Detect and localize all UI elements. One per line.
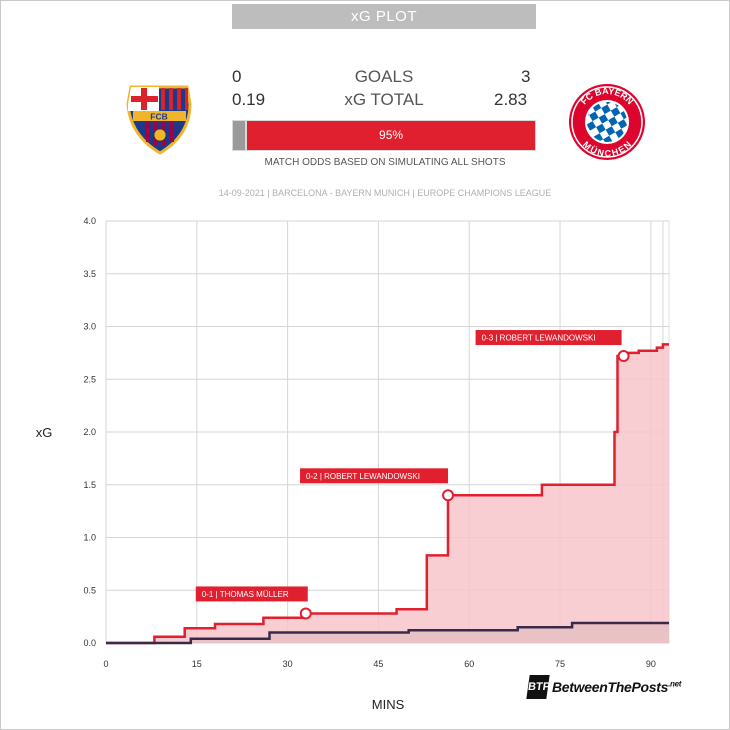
goal-marker	[299, 607, 312, 620]
home-odds-segment	[233, 121, 246, 150]
chart-title: xG PLOT	[232, 4, 536, 29]
away-xg: 2.83	[494, 90, 528, 109]
y-tick-label: 1.5	[83, 480, 96, 490]
y-tick-label: 1.0	[83, 533, 96, 543]
match-info: 14-09-2021 | BARCELONA - BAYERN MUNICH |…	[218, 188, 552, 198]
y-axis-label: xG	[36, 425, 53, 440]
x-tick-label: 0	[103, 659, 108, 669]
x-tick-label: 60	[464, 659, 474, 669]
y-tick-label: 2.0	[83, 427, 96, 437]
y-tick-label: 3.0	[83, 322, 96, 332]
home-xg-line	[106, 621, 669, 645]
x-tick-label: 15	[192, 659, 202, 669]
x-tick-label: 45	[373, 659, 383, 669]
away-xg-area	[106, 344, 669, 643]
y-tick-label: 0.5	[83, 585, 96, 595]
barcelona-crest-icon: FCB	[126, 85, 192, 155]
y-tick-label: 0.0	[83, 638, 96, 648]
brand-icon: BTP	[526, 675, 551, 699]
x-tick-label: 75	[555, 659, 565, 669]
home-goals: 0	[232, 67, 242, 86]
odds-note: MATCH ODDS BASED ON SIMULATING ALL SHOTS	[264, 157, 506, 168]
brand-logo: BTP BetweenThePosts.net	[526, 675, 682, 705]
x-axis-label: MINS	[372, 697, 405, 712]
away-xg-line	[106, 343, 669, 645]
x-tick-label: 90	[646, 659, 656, 669]
y-tick-label: 3.5	[83, 269, 96, 279]
goals-label: GOALS	[354, 67, 414, 86]
away-goals: 3	[521, 67, 531, 86]
barcelona-crest-text: FCB	[150, 112, 167, 122]
goal-annotation-label: 0-3 | ROBERT LEWANDOWSKI	[482, 334, 596, 343]
goal-annotation-box	[195, 586, 308, 602]
goal-annotation-label: 0-2 | ROBERT LEWANDOWSKI	[306, 472, 420, 481]
y-tick-label: 4.0	[83, 216, 96, 226]
goal-annotation-box	[300, 468, 449, 484]
goal-marker	[617, 350, 630, 363]
brand-suffix: .net	[668, 679, 682, 689]
brand-text: BetweenThePosts.net	[552, 679, 682, 695]
home-xg: 0.19	[232, 90, 266, 109]
y-tick-label: 2.5	[83, 374, 96, 384]
goal-marker	[442, 489, 455, 502]
goal-annotation-label: 0-1 | THOMAS MÜLLER	[202, 590, 289, 599]
bayern-crest-icon: FC BAYERN MÜNCHEN	[569, 84, 645, 160]
goal-annotation-box	[475, 330, 622, 346]
away-odds-segment: 95%	[247, 121, 535, 150]
xg-total-label: xG TOTAL	[344, 90, 424, 109]
x-tick-label: 30	[283, 659, 293, 669]
